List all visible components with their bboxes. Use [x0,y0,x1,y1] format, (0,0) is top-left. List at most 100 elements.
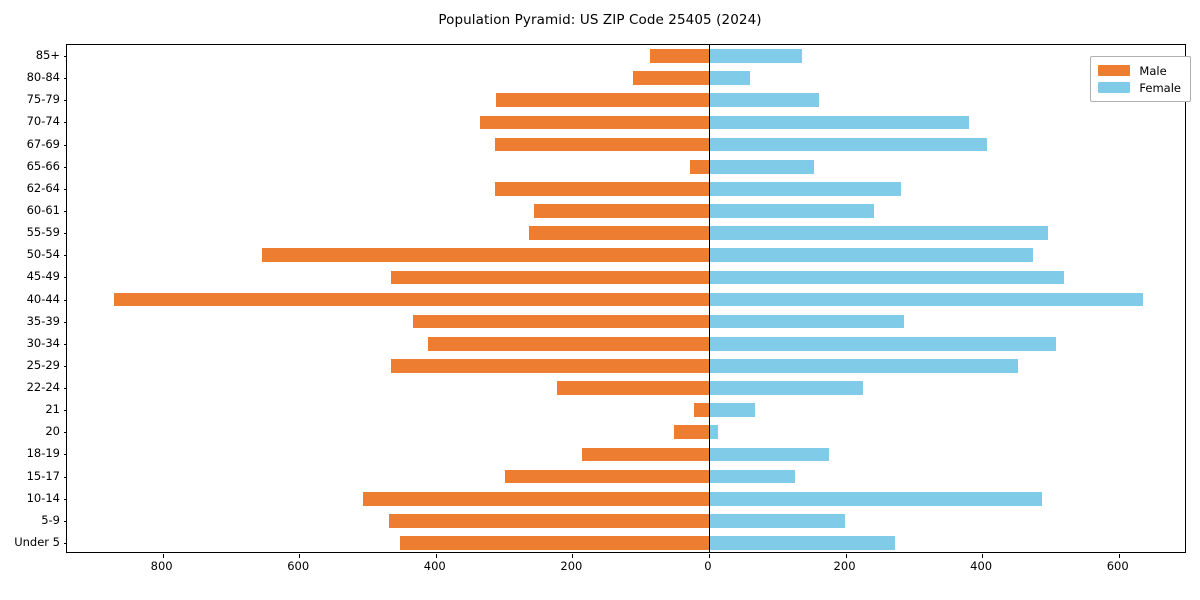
bar-male [674,425,709,440]
y-tick-mark [63,100,67,102]
bar-male [495,137,709,152]
bar-row [67,447,1185,462]
bar-row [67,381,1185,395]
x-tick-mark [572,554,574,558]
bar-row [67,425,1185,440]
bar-row [67,204,1185,218]
bar-male [650,49,709,63]
bar-female [708,359,1018,373]
y-tick-mark [63,210,67,212]
bar-male [495,93,709,108]
x-tick-mark [435,554,437,558]
bar-male [390,270,709,285]
y-tick-mark [63,255,67,257]
y-axis-tick-label: 60-61 [26,202,60,217]
y-axis-tick-label: 20 [45,424,60,439]
bar-male [557,381,709,395]
bar-row [67,71,1185,86]
bar-male [528,226,709,240]
x-axis-tick-label: 600 [1106,559,1129,573]
bar-male [262,248,709,263]
y-tick-mark [63,188,67,190]
legend-item-female: Female [1098,79,1181,96]
y-tick-mark [63,388,67,390]
y-tick-mark [63,454,67,456]
x-axis-tick-label: 0 [704,559,712,573]
plot-area [63,44,1186,558]
bar-male [633,71,709,86]
bar-row [67,536,1185,550]
bar-row [67,159,1185,174]
bar-male [494,181,709,196]
bar-male [390,359,709,373]
y-tick-mark [63,166,67,168]
y-axis-tick-label: 80-84 [26,70,60,85]
legend-swatch-female [1098,82,1131,93]
bar-row [67,49,1185,63]
bar-female [708,425,718,440]
x-tick-mark [299,554,301,558]
x-axis-tick-label: 200 [833,559,856,573]
bar-row [67,314,1185,329]
bar-row [67,248,1185,263]
bar-male [363,491,709,506]
bar-female [708,137,987,152]
bar-male [114,292,709,307]
y-axis-tick-label: 30-34 [26,335,60,350]
legend-item-male: Male [1098,62,1181,79]
y-tick-mark [63,498,67,500]
x-tick-mark [162,554,164,558]
bar-female [708,314,904,329]
y-tick-mark [63,343,67,345]
y-tick-mark [63,299,67,301]
legend-label-female: Female [1139,80,1181,95]
bar-male [693,403,709,417]
y-axis-tick-label: 70-74 [26,114,60,129]
y-axis-tick-label: 22-24 [26,380,60,395]
y-axis-tick-label: 10-14 [26,490,60,505]
y-axis-tick-label: 50-54 [26,247,60,262]
bar-female [708,159,815,174]
bar-row [67,513,1185,528]
x-tick-mark [982,554,984,558]
y-tick-mark [63,144,67,146]
bar-row [67,469,1185,484]
bar-male [480,115,709,130]
x-axis-tick-label: 600 [287,559,310,573]
bar-male [427,336,709,351]
y-axis-tick-label: 55-59 [26,225,60,240]
bar-male [581,447,709,462]
bar-row [67,270,1185,285]
y-axis-tick-label: 67-69 [26,136,60,151]
bar-female [708,292,1144,307]
bar-female [708,491,1043,506]
y-axis-tick-label: 15-17 [26,468,60,483]
bar-female [708,469,795,484]
bar-female [708,403,756,417]
y-axis-tick-label: 5-9 [41,512,60,527]
x-axis-tick-label: 800 [150,559,173,573]
y-tick-mark [63,542,67,544]
bar-female [708,381,864,395]
legend-swatch-male [1098,65,1131,76]
y-axis-tick-label: 85+ [35,48,60,63]
bar-row [67,292,1185,307]
bar-female [708,248,1033,263]
y-tick-mark [63,78,67,80]
bar-female [708,226,1049,240]
y-axis-tick-label: 25-29 [26,357,60,372]
y-tick-mark [63,432,67,434]
bar-female [708,447,830,462]
y-tick-mark [63,56,67,58]
bar-female [708,270,1065,285]
y-axis-tick-label: 65-66 [26,158,60,173]
y-tick-mark [63,520,67,522]
y-axis-tick-label: Under 5 [14,534,60,549]
bar-row [67,137,1185,152]
bar-male [689,159,709,174]
bar-male [412,314,709,329]
y-tick-mark [63,233,67,235]
y-tick-mark [63,122,67,124]
bar-female [708,93,819,108]
chart-legend: Male Female [1090,56,1191,102]
